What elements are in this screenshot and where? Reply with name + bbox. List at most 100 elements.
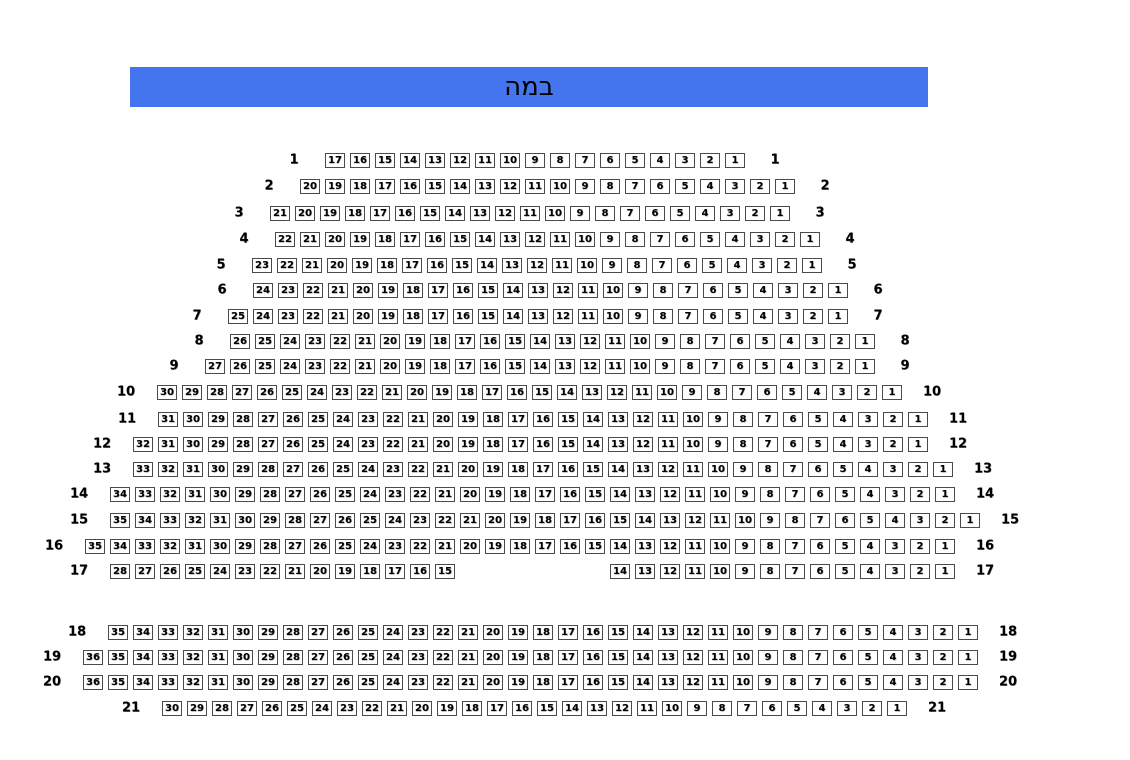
seat[interactable]: 11	[632, 385, 652, 400]
seat[interactable]: 23	[410, 513, 430, 528]
seat[interactable]: 27	[258, 437, 278, 452]
seat[interactable]: 2	[933, 625, 953, 640]
seat[interactable]: 14	[530, 359, 550, 374]
seat[interactable]: 16	[350, 153, 370, 168]
seat[interactable]: 12	[450, 153, 470, 168]
seat[interactable]: 20	[300, 179, 320, 194]
seat[interactable]: 26	[257, 385, 277, 400]
seat[interactable]: 22	[433, 675, 453, 690]
seat[interactable]: 23	[408, 650, 428, 665]
seat[interactable]: 9	[655, 359, 675, 374]
seat[interactable]: 24	[383, 625, 403, 640]
seat[interactable]: 6	[645, 206, 665, 221]
seat[interactable]: 1	[828, 309, 848, 324]
seat[interactable]: 7	[625, 179, 645, 194]
seat[interactable]: 6	[833, 625, 853, 640]
seat[interactable]: 16	[395, 206, 415, 221]
seat[interactable]: 2	[883, 412, 903, 427]
seat[interactable]: 22	[383, 437, 403, 452]
seat[interactable]: 8	[758, 462, 778, 477]
seat[interactable]: 17	[402, 258, 422, 273]
seat[interactable]: 2	[857, 385, 877, 400]
seat[interactable]: 19	[508, 675, 528, 690]
seat[interactable]: 13	[528, 309, 548, 324]
seat[interactable]: 5	[858, 650, 878, 665]
seat[interactable]: 19	[458, 412, 478, 427]
seat[interactable]: 14	[608, 462, 628, 477]
seat[interactable]: 1	[855, 334, 875, 349]
seat[interactable]: 21	[460, 513, 480, 528]
seat[interactable]: 27	[283, 462, 303, 477]
seat[interactable]: 6	[808, 462, 828, 477]
seat[interactable]: 4	[883, 675, 903, 690]
seat[interactable]: 10	[733, 625, 753, 640]
seat[interactable]: 33	[158, 675, 178, 690]
seat[interactable]: 8	[760, 539, 780, 554]
seat[interactable]: 6	[730, 334, 750, 349]
seat[interactable]: 3	[908, 625, 928, 640]
seat[interactable]: 19	[352, 258, 372, 273]
seat[interactable]: 3	[858, 437, 878, 452]
seat[interactable]: 3	[885, 487, 905, 502]
seat[interactable]: 14	[445, 206, 465, 221]
seat[interactable]: 1	[958, 675, 978, 690]
seat[interactable]: 7	[705, 359, 725, 374]
seat[interactable]: 10	[577, 258, 597, 273]
seat[interactable]: 2	[862, 701, 882, 716]
seat[interactable]: 6	[703, 283, 723, 298]
seat[interactable]: 26	[310, 539, 330, 554]
seat[interactable]: 14	[530, 334, 550, 349]
seat[interactable]: 12	[580, 359, 600, 374]
seat[interactable]: 27	[205, 359, 225, 374]
seat[interactable]: 18	[403, 309, 423, 324]
seat[interactable]: 19	[432, 385, 452, 400]
seat[interactable]: 21	[458, 675, 478, 690]
seat[interactable]: 6	[810, 487, 830, 502]
seat[interactable]: 12	[660, 487, 680, 502]
seat[interactable]: 15	[375, 153, 395, 168]
seat[interactable]: 8	[733, 412, 753, 427]
seat[interactable]: 30	[210, 539, 230, 554]
seat[interactable]: 6	[650, 179, 670, 194]
seat[interactable]: 27	[258, 412, 278, 427]
seat[interactable]: 7	[737, 701, 757, 716]
seat[interactable]: 10	[545, 206, 565, 221]
seat[interactable]: 4	[858, 462, 878, 477]
seat[interactable]: 15	[452, 258, 472, 273]
seat[interactable]: 32	[183, 650, 203, 665]
seat[interactable]: 35	[108, 650, 128, 665]
seat[interactable]: 34	[135, 513, 155, 528]
seat[interactable]: 13	[582, 385, 602, 400]
seat[interactable]: 5	[835, 487, 855, 502]
seat[interactable]: 18	[403, 283, 423, 298]
seat[interactable]: 11	[708, 650, 728, 665]
seat[interactable]: 12	[633, 437, 653, 452]
seat[interactable]: 10	[710, 539, 730, 554]
seat[interactable]: 18	[375, 232, 395, 247]
seat[interactable]: 4	[833, 412, 853, 427]
seat[interactable]: 14	[633, 675, 653, 690]
seat[interactable]: 26	[262, 701, 282, 716]
seat[interactable]: 24	[280, 359, 300, 374]
seat[interactable]: 25	[308, 437, 328, 452]
seat[interactable]: 1	[958, 625, 978, 640]
seat[interactable]: 9	[758, 625, 778, 640]
seat[interactable]: 25	[335, 539, 355, 554]
seat[interactable]: 9	[708, 412, 728, 427]
seat[interactable]: 1	[908, 412, 928, 427]
seat[interactable]: 3	[837, 701, 857, 716]
seat[interactable]: 9	[628, 309, 648, 324]
seat[interactable]: 2	[803, 309, 823, 324]
seat[interactable]: 10	[662, 701, 682, 716]
seat[interactable]: 5	[858, 625, 878, 640]
seat[interactable]: 3	[752, 258, 772, 273]
seat[interactable]: 26	[283, 412, 303, 427]
seat[interactable]: 21	[270, 206, 290, 221]
seat[interactable]: 11	[685, 564, 705, 579]
seat[interactable]: 33	[135, 487, 155, 502]
seat[interactable]: 1	[958, 650, 978, 665]
seat[interactable]: 21	[328, 309, 348, 324]
seat[interactable]: 17	[535, 539, 555, 554]
seat[interactable]: 14	[557, 385, 577, 400]
seat[interactable]: 13	[500, 232, 520, 247]
